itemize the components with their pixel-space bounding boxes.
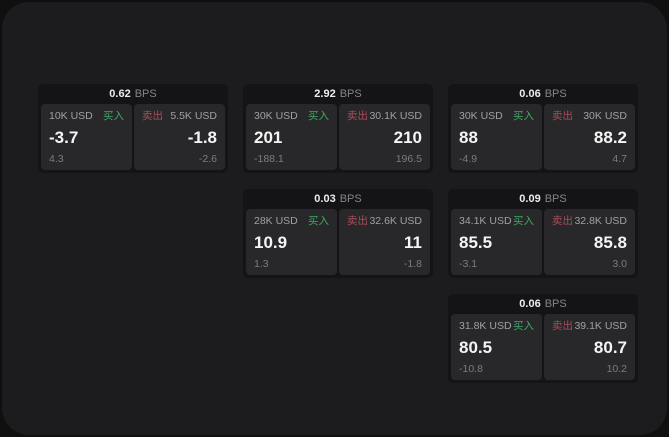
buy-delta: -188.1 [254, 152, 284, 165]
quote-panels: 34.1K USD 买入 85.5 -3.1 卖出 32.8K USD 85.8… [451, 209, 635, 275]
buy-amount: 31.8K USD [459, 320, 512, 332]
bps-header: 0.03 BPS [243, 189, 433, 209]
sell-label: 卖出 [347, 110, 368, 122]
sell-delta: 10.2 [606, 362, 627, 375]
buy-quote-panel[interactable]: 10K USD 买入 -3.7 4.3 [41, 104, 132, 170]
sell-label: 卖出 [552, 215, 573, 227]
quote-card-6: 0.06 BPS 31.8K USD 买入 80.5 -10.8 卖出 39.1… [448, 294, 638, 383]
sell-quote-panel[interactable]: 卖出 39.1K USD 80.7 10.2 [544, 314, 635, 380]
sell-quote-panel[interactable]: 卖出 32.8K USD 85.8 3.0 [544, 209, 635, 275]
sell-quote-panel[interactable]: 卖出 32.6K USD 11 -1.8 [339, 209, 430, 275]
bps-unit: BPS [134, 87, 157, 100]
sell-price: 88.2 [593, 128, 627, 147]
buy-quote-panel[interactable]: 31.8K USD 买入 80.5 -10.8 [451, 314, 542, 380]
sell-quote-panel[interactable]: 卖出 30K USD 88.2 4.7 [544, 104, 635, 170]
sell-delta: 3.0 [612, 257, 627, 270]
sell-quote-panel[interactable]: 卖出 30.1K USD 210 196.5 [339, 104, 430, 170]
buy-label: 买入 [103, 110, 124, 122]
buy-amount: 34.1K USD [459, 215, 512, 227]
bps-value: 0.09 [519, 192, 541, 205]
sell-delta: -1.8 [403, 257, 422, 270]
bps-value: 0.06 [519, 87, 541, 100]
sell-delta: -2.6 [198, 152, 217, 165]
sell-price: 11 [404, 233, 422, 252]
buy-label: 买入 [308, 215, 329, 227]
buy-label: 买入 [513, 215, 534, 227]
buy-label: 买入 [513, 320, 534, 332]
bps-header: 0.62 BPS [38, 84, 228, 104]
sell-label: 卖出 [347, 215, 368, 227]
sell-label: 卖出 [552, 320, 573, 332]
quote-card-1: 0.62 BPS 10K USD 买入 -3.7 4.3 卖出 5.5K USD [38, 84, 228, 173]
sell-price: 210 [393, 128, 422, 147]
bps-value: 0.62 [109, 87, 131, 100]
buy-quote-panel[interactable]: 28K USD 买入 10.9 1.3 [246, 209, 337, 275]
quote-card-2: 2.92 BPS 30K USD 买入 201 -188.1 卖出 30.1K … [243, 84, 433, 173]
sell-amount: 39.1K USD [574, 320, 627, 332]
buy-price: -3.7 [49, 128, 79, 147]
bps-unit: BPS [544, 192, 567, 205]
buy-quote-panel[interactable]: 30K USD 买入 88 -4.9 [451, 104, 542, 170]
bps-unit: BPS [339, 87, 362, 100]
sell-amount: 32.6K USD [369, 215, 422, 227]
sell-amount: 32.8K USD [574, 215, 627, 227]
buy-quote-panel[interactable]: 30K USD 买入 201 -188.1 [246, 104, 337, 170]
quote-card-3: 0.06 BPS 30K USD 买入 88 -4.9 卖出 30K USD [448, 84, 638, 173]
sell-label: 卖出 [552, 110, 573, 122]
bps-unit: BPS [544, 87, 567, 100]
quote-panels: 30K USD 买入 201 -188.1 卖出 30.1K USD 210 1… [246, 104, 430, 170]
buy-price: 85.5 [459, 233, 493, 252]
buy-delta: 4.3 [49, 152, 64, 165]
bps-value: 0.03 [314, 192, 336, 205]
buy-price: 201 [254, 128, 283, 147]
quote-panels: 28K USD 买入 10.9 1.3 卖出 32.6K USD 11 -1.8 [246, 209, 430, 275]
bps-value: 0.06 [519, 297, 541, 310]
quote-panels: 30K USD 买入 88 -4.9 卖出 30K USD 88.2 4.7 [451, 104, 635, 170]
buy-price: 10.9 [254, 233, 288, 252]
bps-unit: BPS [339, 192, 362, 205]
bps-value: 2.92 [314, 87, 336, 100]
bps-header: 0.09 BPS [448, 189, 638, 209]
sell-amount: 5.5K USD [170, 110, 217, 122]
quote-panels: 31.8K USD 买入 80.5 -10.8 卖出 39.1K USD 80.… [451, 314, 635, 380]
bps-header: 2.92 BPS [243, 84, 433, 104]
buy-quote-panel[interactable]: 34.1K USD 买入 85.5 -3.1 [451, 209, 542, 275]
sell-label: 卖出 [142, 110, 163, 122]
sell-amount: 30.1K USD [369, 110, 422, 122]
buy-price: 88 [459, 128, 478, 147]
sell-price: -1.8 [187, 128, 217, 147]
sell-delta: 4.7 [612, 152, 627, 165]
buy-amount: 30K USD [254, 110, 298, 122]
sell-price: 80.7 [593, 338, 627, 357]
buy-delta: 1.3 [254, 257, 269, 270]
quote-card-4: 0.03 BPS 28K USD 买入 10.9 1.3 卖出 32.6K US… [243, 189, 433, 278]
bps-unit: BPS [544, 297, 567, 310]
buy-amount: 30K USD [459, 110, 503, 122]
buy-label: 买入 [513, 110, 534, 122]
bps-header: 0.06 BPS [448, 294, 638, 314]
buy-price: 80.5 [459, 338, 493, 357]
buy-amount: 10K USD [49, 110, 93, 122]
quote-card-5: 0.09 BPS 34.1K USD 买入 85.5 -3.1 卖出 32.8K… [448, 189, 638, 278]
sell-amount: 30K USD [583, 110, 627, 122]
sell-price: 85.8 [593, 233, 627, 252]
buy-delta: -3.1 [459, 257, 478, 270]
buy-delta: -10.8 [459, 362, 483, 375]
quote-panels: 10K USD 买入 -3.7 4.3 卖出 5.5K USD -1.8 -2.… [41, 104, 225, 170]
sell-delta: 196.5 [395, 152, 422, 165]
buy-amount: 28K USD [254, 215, 298, 227]
bps-header: 0.06 BPS [448, 84, 638, 104]
sell-quote-panel[interactable]: 卖出 5.5K USD -1.8 -2.6 [134, 104, 225, 170]
buy-label: 买入 [308, 110, 329, 122]
buy-delta: -4.9 [459, 152, 478, 165]
